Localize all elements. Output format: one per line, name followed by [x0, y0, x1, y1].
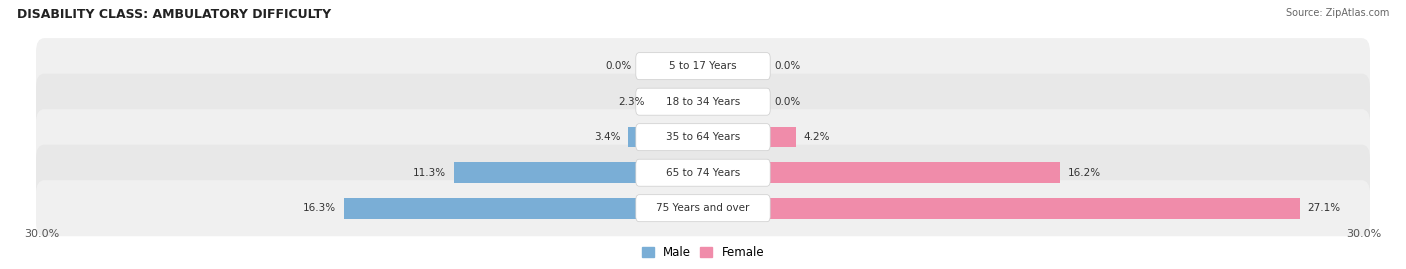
Text: 27.1%: 27.1%: [1308, 203, 1341, 213]
Text: 0.0%: 0.0%: [775, 61, 801, 71]
Text: 3.4%: 3.4%: [593, 132, 620, 142]
Text: 75 Years and over: 75 Years and over: [657, 203, 749, 213]
Text: 0.0%: 0.0%: [605, 61, 631, 71]
Bar: [652, 91, 703, 112]
Text: 16.3%: 16.3%: [304, 203, 336, 213]
FancyBboxPatch shape: [37, 145, 1369, 201]
Text: 5 to 17 Years: 5 to 17 Years: [669, 61, 737, 71]
Legend: Male, Female: Male, Female: [641, 246, 765, 259]
Text: 35 to 64 Years: 35 to 64 Years: [666, 132, 740, 142]
Bar: [703, 198, 1301, 218]
FancyBboxPatch shape: [37, 38, 1369, 94]
Bar: [344, 198, 703, 218]
FancyBboxPatch shape: [636, 195, 770, 222]
FancyBboxPatch shape: [636, 53, 770, 80]
FancyBboxPatch shape: [37, 180, 1369, 236]
Text: 65 to 74 Years: 65 to 74 Years: [666, 168, 740, 178]
FancyBboxPatch shape: [636, 124, 770, 151]
Text: 2.3%: 2.3%: [619, 97, 644, 107]
Text: 16.2%: 16.2%: [1067, 168, 1101, 178]
Text: 11.3%: 11.3%: [413, 168, 446, 178]
Text: 0.0%: 0.0%: [775, 97, 801, 107]
Text: 18 to 34 Years: 18 to 34 Years: [666, 97, 740, 107]
FancyBboxPatch shape: [37, 74, 1369, 130]
FancyBboxPatch shape: [37, 109, 1369, 165]
Bar: [454, 162, 703, 183]
Text: Source: ZipAtlas.com: Source: ZipAtlas.com: [1285, 8, 1389, 18]
Text: DISABILITY CLASS: AMBULATORY DIFFICULTY: DISABILITY CLASS: AMBULATORY DIFFICULTY: [17, 8, 330, 21]
FancyBboxPatch shape: [636, 88, 770, 115]
FancyBboxPatch shape: [636, 159, 770, 186]
Text: 4.2%: 4.2%: [803, 132, 830, 142]
Bar: [703, 127, 796, 147]
Bar: [628, 127, 703, 147]
Bar: [703, 162, 1060, 183]
